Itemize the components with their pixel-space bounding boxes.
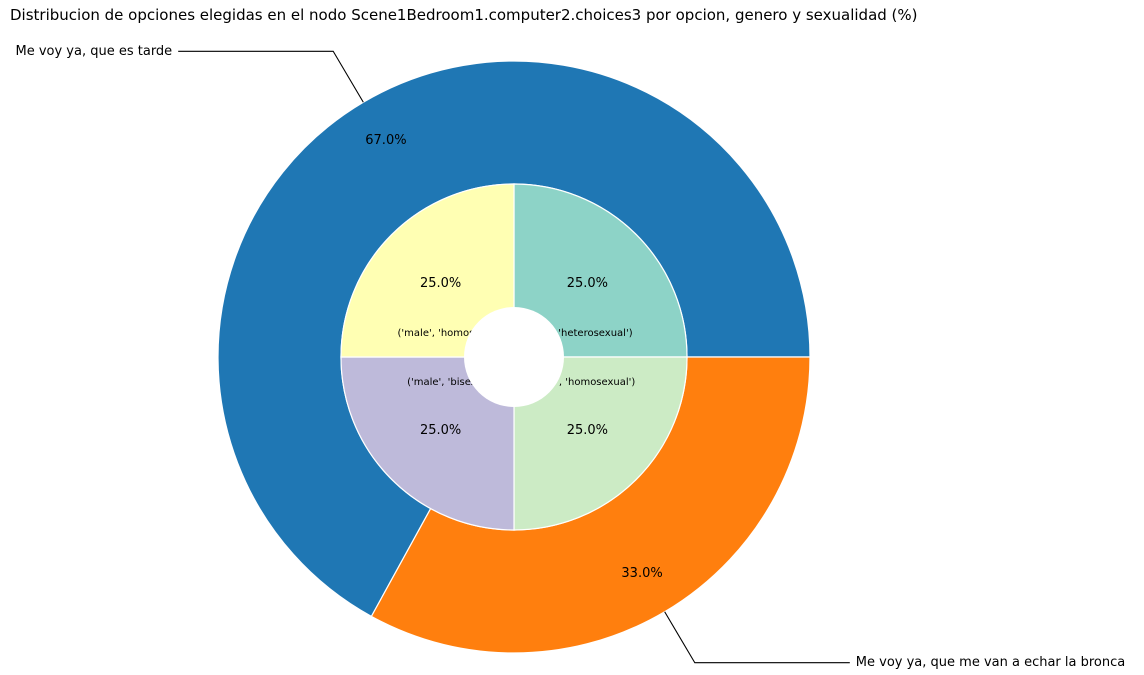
inner-category-label-female-homosexual: ('female', 'homosexual')	[515, 377, 635, 388]
inner-slice-male-bisexual	[340, 356, 515, 531]
leader-line-me-voy-ya-que-me-van-a-echar-la-bronca	[664, 611, 850, 664]
inner-category-label-male-bisexual: ('male', 'bisexual')	[407, 377, 499, 388]
inner-category-label-male-heterosexual: ('male', 'heterosexual')	[518, 328, 633, 339]
leader-line-me-voy-ya-que-es-tarde	[178, 50, 364, 103]
inner-slice-female-homosexual	[513, 356, 688, 531]
outer-category-label-me-voy-ya-que-es-tarde: Me voy ya, que es tarde	[15, 44, 172, 59]
chart-title: Distribucion de opciones elegidas en el …	[10, 6, 918, 24]
outer-pct-label-me-voy-ya-que-me-van-a-echar-la-bronca: 33.0%	[621, 566, 662, 581]
outer-pct-label-me-voy-ya-que-es-tarde: 67.0%	[365, 133, 406, 148]
inner-pct-label-female-homosexual: 25.0%	[567, 423, 608, 438]
inner-slice-male-homosexual	[340, 183, 515, 358]
donut-center-hole	[464, 307, 564, 407]
inner-pct-label-male-bisexual: 25.0%	[420, 423, 461, 438]
inner-pct-label-male-homosexual: 25.0%	[420, 276, 461, 291]
inner-pct-label-male-heterosexual: 25.0%	[567, 276, 608, 291]
outer-category-label-me-voy-ya-que-me-van-a-echar-la-bronca: Me voy ya, que me van a echar la bronca	[856, 655, 1125, 670]
inner-slice-male-heterosexual	[513, 183, 688, 358]
inner-category-label-male-homosexual: ('male', 'homosexual')	[398, 328, 509, 339]
